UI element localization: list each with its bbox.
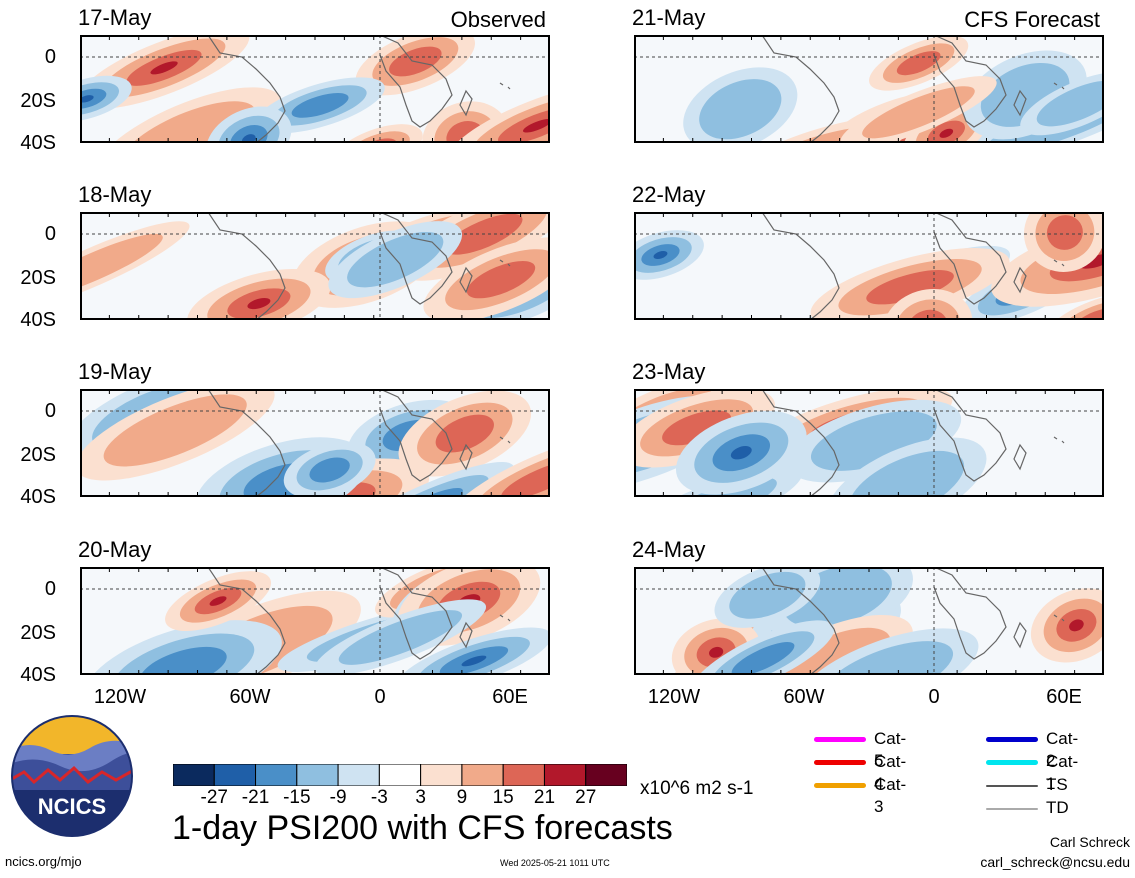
colorbar-tick-label: 21 (533, 787, 556, 808)
lat-label: 40S (20, 486, 56, 508)
legend-line (986, 737, 1038, 742)
colorbar-tick-label: 15 (492, 787, 514, 808)
map-panel (634, 389, 1104, 497)
legend-label: Cat-5 (874, 729, 907, 770)
legend-label: TS (1046, 775, 1068, 794)
legend-line (814, 783, 866, 788)
lon-label: 0 (928, 686, 940, 708)
colorbar-tick-label: -15 (283, 787, 311, 808)
lat-label: 0 (44, 400, 56, 422)
legend-line (814, 760, 866, 765)
panel-date: 22-May (632, 182, 706, 207)
psi200-map (80, 35, 550, 143)
colorbar-swatch (420, 764, 463, 786)
map-panel (80, 567, 550, 675)
colorbar-swatch (502, 764, 545, 786)
colorbar-swatch (213, 764, 257, 786)
map-panel (80, 389, 550, 497)
lon-label: 0 (374, 686, 386, 708)
colorbar-tick-label: -3 (370, 787, 388, 808)
psi200-map (634, 35, 1104, 143)
colorbar-swatch (585, 764, 627, 786)
panel-date: 18-May (78, 182, 152, 207)
lat-label: 40S (20, 664, 56, 686)
lat-label: 0 (44, 46, 56, 68)
psi200-map (634, 567, 1104, 675)
colorbar (173, 764, 627, 786)
lon-label: 60W (229, 686, 271, 708)
colorbar-swatch (337, 764, 380, 786)
lat-label: 40S (20, 132, 56, 154)
lon-label: 60E (492, 686, 528, 708)
panel-title: Observed (450, 7, 546, 32)
logo-text: NCICS (38, 794, 106, 819)
legend-label: Cat-3 (874, 775, 907, 816)
colorbar-tick-label: 9 (456, 787, 468, 808)
psi200-map (80, 567, 550, 675)
legend-line (986, 760, 1038, 765)
legend-line (986, 808, 1038, 810)
map-panel (634, 567, 1104, 675)
colorbar-swatch (461, 764, 504, 786)
panel-date: 17-May (78, 5, 152, 30)
legend-line (814, 737, 866, 742)
lon-label: 120W (647, 686, 701, 708)
lat-label: 0 (44, 223, 56, 245)
map-panel (634, 212, 1104, 320)
legend-label: Cat-2 (1046, 729, 1079, 770)
colorbar-swatch (255, 764, 298, 786)
footer-url: ncics.org/mjo (5, 854, 82, 869)
colorbar-swatch (296, 764, 339, 786)
lat-label: 20S (20, 90, 56, 112)
colorbar-tick-label: -21 (241, 787, 270, 808)
lat-label: 0 (44, 578, 56, 600)
map-panel (80, 212, 550, 320)
panel-date: 19-May (78, 359, 152, 384)
legend-line (986, 785, 1038, 787)
lat-label: 20S (20, 622, 56, 644)
colorbar-tick-label: 27 (575, 787, 597, 808)
psi200-map (80, 212, 550, 320)
legend-label: TD (1046, 798, 1069, 817)
panel-date: 23-May (632, 359, 706, 384)
legend-label: Cat-1 (1046, 752, 1079, 793)
colorbar-units: x10^6 m2 s-1 (640, 778, 754, 799)
lat-label: 40S (20, 309, 56, 331)
colorbar-swatch (378, 764, 422, 786)
colorbar-tick-label: 3 (415, 787, 426, 808)
psi200-map (634, 212, 1104, 320)
legend-label: Cat-4 (874, 752, 907, 793)
colorbar-swatch (543, 764, 587, 786)
lon-label: 60W (783, 686, 825, 708)
colorbar-tick-label: -9 (329, 787, 347, 808)
panel-date: 21-May (632, 5, 706, 30)
panel-title: CFS Forecast (964, 7, 1100, 32)
footer-timestamp: Wed 2025-05-21 1011 UTC (500, 858, 610, 868)
psi200-map (634, 389, 1104, 497)
footer-email: carl_schreck@ncsu.edu (980, 854, 1130, 870)
footer-author: Carl Schreck (1049, 834, 1130, 850)
panel-date: 20-May (78, 537, 152, 562)
map-panel (80, 35, 550, 143)
psi200-map (80, 389, 550, 497)
lon-label: 60E (1046, 686, 1082, 708)
colorbar-tick-label: -27 (200, 787, 228, 808)
ncics-logo: NCICS (11, 715, 133, 837)
panel-date: 24-May (632, 537, 706, 562)
map-panel (634, 35, 1104, 143)
lat-label: 20S (20, 444, 56, 466)
colorbar-swatch (173, 764, 215, 786)
lon-label: 120W (93, 686, 147, 708)
main-title: 1-day PSI200 with CFS forecasts (172, 809, 673, 847)
lat-label: 20S (20, 267, 56, 289)
